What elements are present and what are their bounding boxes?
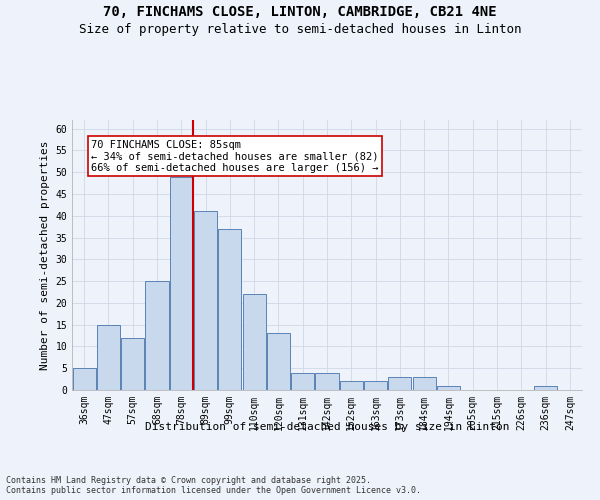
Bar xyxy=(413,377,436,390)
Text: Size of property relative to semi-detached houses in Linton: Size of property relative to semi-detach… xyxy=(79,22,521,36)
Bar xyxy=(534,386,557,390)
Bar xyxy=(97,324,120,390)
Bar xyxy=(340,382,363,390)
Text: 70 FINCHAMS CLOSE: 85sqm
← 34% of semi-detached houses are smaller (82)
66% of s: 70 FINCHAMS CLOSE: 85sqm ← 34% of semi-d… xyxy=(91,140,379,173)
Bar xyxy=(316,372,338,390)
Bar xyxy=(291,372,314,390)
Bar xyxy=(170,176,193,390)
Bar xyxy=(437,386,460,390)
Bar xyxy=(121,338,144,390)
Text: Contains HM Land Registry data © Crown copyright and database right 2025.
Contai: Contains HM Land Registry data © Crown c… xyxy=(6,476,421,495)
Bar xyxy=(194,212,217,390)
Bar xyxy=(364,382,387,390)
Bar xyxy=(73,368,95,390)
Bar xyxy=(242,294,266,390)
Bar xyxy=(145,281,169,390)
Bar xyxy=(218,229,241,390)
Bar xyxy=(388,377,412,390)
Text: Distribution of semi-detached houses by size in Linton: Distribution of semi-detached houses by … xyxy=(145,422,509,432)
Y-axis label: Number of semi-detached properties: Number of semi-detached properties xyxy=(40,140,50,370)
Text: 70, FINCHAMS CLOSE, LINTON, CAMBRIDGE, CB21 4NE: 70, FINCHAMS CLOSE, LINTON, CAMBRIDGE, C… xyxy=(103,5,497,19)
Bar xyxy=(267,334,290,390)
